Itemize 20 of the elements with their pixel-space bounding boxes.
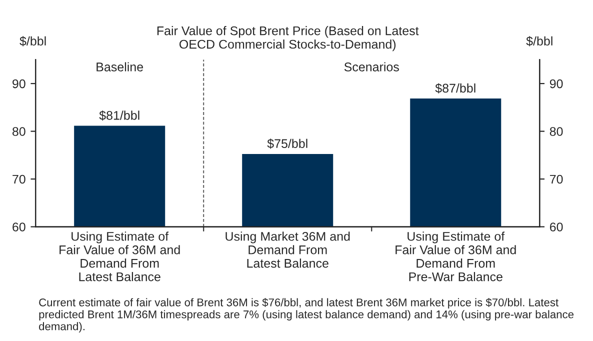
y2-tick-label: 80 <box>550 127 563 136</box>
y2-axis-title: $/bbl <box>526 36 552 46</box>
x-tick-label: Using Market 36M and Demand From Latest Balance <box>226 232 350 268</box>
chart-title: Fair Value of Spot Brent Price (Based on Latest OECD Commercial Stocks-to-Demand) <box>157 26 419 52</box>
x-tick-label: Using Estimate of Fair Value of 36M and Demand From Latest Balance <box>60 232 180 282</box>
y-axis-title: $/bbl <box>20 36 46 46</box>
data-label: $87/bbl <box>435 83 476 94</box>
text: Current estimate of fair value of Brent 36M is $76/bbl, and latest Brent 36M market price is $70/bbl. Latest predicted Brent 1M/36M timespreads are 7% (using latest balance demand) and 14% (using pre-war balance demand). <box>39 298 574 332</box>
data-label: $81/bbl <box>99 110 140 121</box>
y-tick-label: 80 <box>12 127 26 136</box>
y-tick-label: 70 <box>12 174 26 184</box>
y2-tick-label: 90 <box>550 79 563 88</box>
data-label: $75/bbl <box>267 138 308 149</box>
x-tick-label: Using Estimate of Fair Value of 36M and Demand From Pre-War Balance <box>396 232 516 282</box>
y2-tick-label: 60 <box>550 222 563 232</box>
annotation: Scenarios <box>344 62 399 72</box>
y-tick-label: 90 <box>12 79 26 88</box>
annotation: Baseline <box>96 62 144 72</box>
y-tick-label: 60 <box>12 222 26 232</box>
y2-tick-label: 70 <box>550 174 563 184</box>
